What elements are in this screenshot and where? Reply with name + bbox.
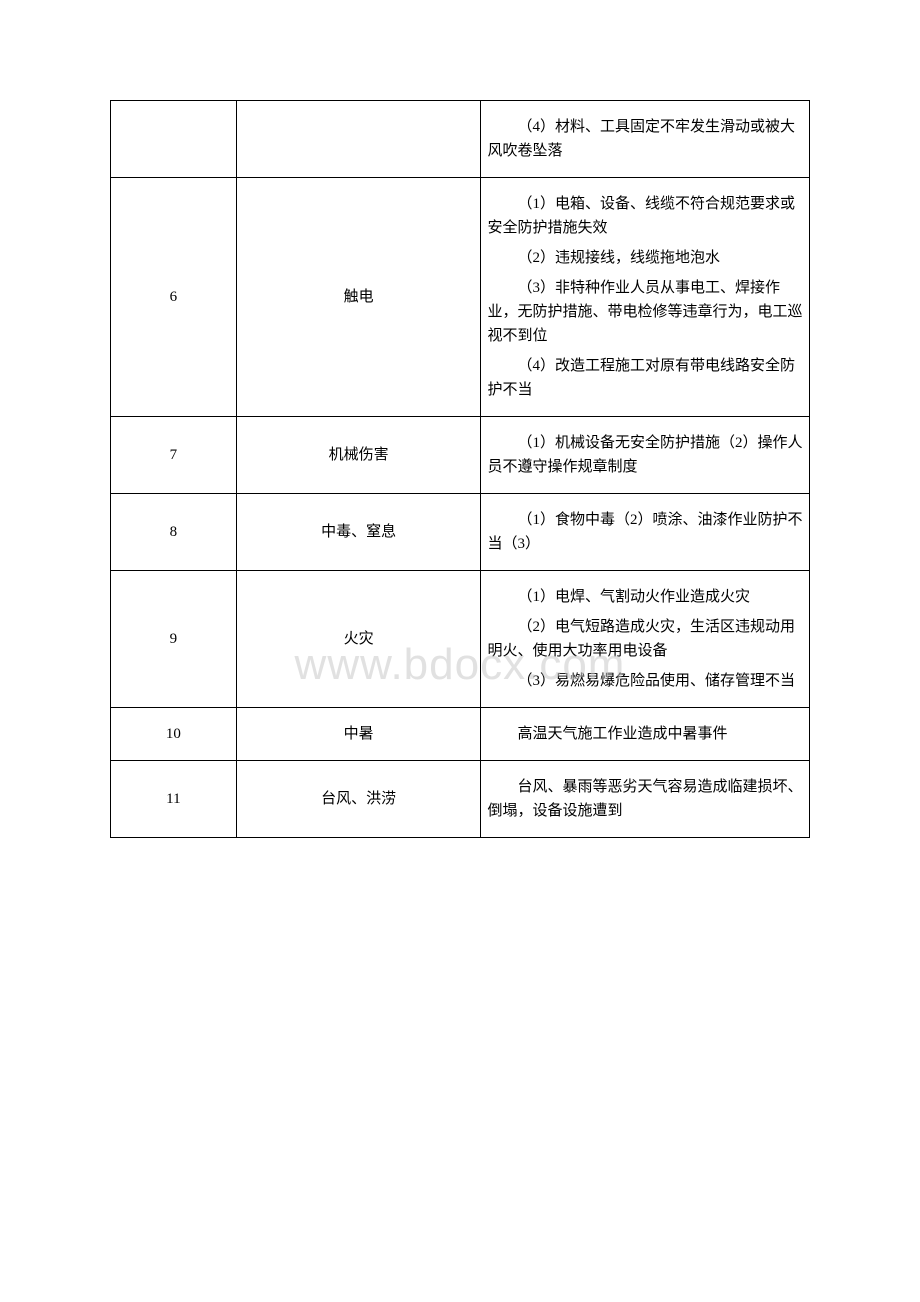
row-num: 10 <box>111 708 237 761</box>
desc-item: 高温天气施工作业造成中暑事件 <box>487 722 803 746</box>
row-type: 触电 <box>236 178 481 417</box>
desc-item: （2）违规接线，线缆拖地泡水 <box>487 246 803 270</box>
row-num: 6 <box>111 178 237 417</box>
desc-item: （4）材料、工具固定不牢发生滑动或被大风吹卷坠落 <box>487 115 803 163</box>
row-type: 中毒、窒息 <box>236 494 481 571</box>
row-type: 火灾 <box>236 571 481 708</box>
desc-item: （1）机械设备无安全防护措施（2）操作人员不遵守操作规章制度 <box>487 431 803 479</box>
table-row: 8 中毒、窒息 （1）食物中毒（2）喷涂、油漆作业防护不当（3） <box>111 494 810 571</box>
table-row: 7 机械伤害 （1）机械设备无安全防护措施（2）操作人员不遵守操作规章制度 <box>111 417 810 494</box>
table-row: 6 触电 （1）电箱、设备、线缆不符合规范要求或安全防护措施失效 （2）违规接线… <box>111 178 810 417</box>
hazard-table: （4）材料、工具固定不牢发生滑动或被大风吹卷坠落 6 触电 （1）电箱、设备、线… <box>110 100 810 838</box>
row-num: 9 <box>111 571 237 708</box>
row-type: 中暑 <box>236 708 481 761</box>
desc-item: （3）易燃易爆危险品使用、储存管理不当 <box>487 669 803 693</box>
row-num <box>111 101 237 178</box>
row-type: 机械伤害 <box>236 417 481 494</box>
row-type <box>236 101 481 178</box>
table-body: （4）材料、工具固定不牢发生滑动或被大风吹卷坠落 6 触电 （1）电箱、设备、线… <box>111 101 810 838</box>
desc-item: （4）改造工程施工对原有带电线路安全防护不当 <box>487 354 803 402</box>
row-type: 台风、洪涝 <box>236 761 481 838</box>
row-num: 11 <box>111 761 237 838</box>
desc-item: （1）电焊、气割动火作业造成火灾 <box>487 585 803 609</box>
row-desc: （1）食物中毒（2）喷涂、油漆作业防护不当（3） <box>481 494 810 571</box>
desc-item: 台风、暴雨等恶劣天气容易造成临建损坏、倒塌，设备设施遭到 <box>487 775 803 823</box>
table-row: 11 台风、洪涝 台风、暴雨等恶劣天气容易造成临建损坏、倒塌，设备设施遭到 <box>111 761 810 838</box>
table-row: 10 中暑 高温天气施工作业造成中暑事件 <box>111 708 810 761</box>
row-desc: 高温天气施工作业造成中暑事件 <box>481 708 810 761</box>
desc-item: （3）非特种作业人员从事电工、焊接作业，无防护措施、带电检修等违章行为，电工巡视… <box>487 276 803 348</box>
row-num: 8 <box>111 494 237 571</box>
desc-item: （2）电气短路造成火灾，生活区违规动用明火、使用大功率用电设备 <box>487 615 803 663</box>
row-desc: （4）材料、工具固定不牢发生滑动或被大风吹卷坠落 <box>481 101 810 178</box>
row-desc: （1）机械设备无安全防护措施（2）操作人员不遵守操作规章制度 <box>481 417 810 494</box>
row-desc: （1）电焊、气割动火作业造成火灾 （2）电气短路造成火灾，生活区违规动用明火、使… <box>481 571 810 708</box>
row-num: 7 <box>111 417 237 494</box>
desc-item: （1）食物中毒（2）喷涂、油漆作业防护不当（3） <box>487 508 803 556</box>
desc-item: （1）电箱、设备、线缆不符合规范要求或安全防护措施失效 <box>487 192 803 240</box>
row-desc: （1）电箱、设备、线缆不符合规范要求或安全防护措施失效 （2）违规接线，线缆拖地… <box>481 178 810 417</box>
table-row: （4）材料、工具固定不牢发生滑动或被大风吹卷坠落 <box>111 101 810 178</box>
row-desc: 台风、暴雨等恶劣天气容易造成临建损坏、倒塌，设备设施遭到 <box>481 761 810 838</box>
table-row: 9 火灾 （1）电焊、气割动火作业造成火灾 （2）电气短路造成火灾，生活区违规动… <box>111 571 810 708</box>
